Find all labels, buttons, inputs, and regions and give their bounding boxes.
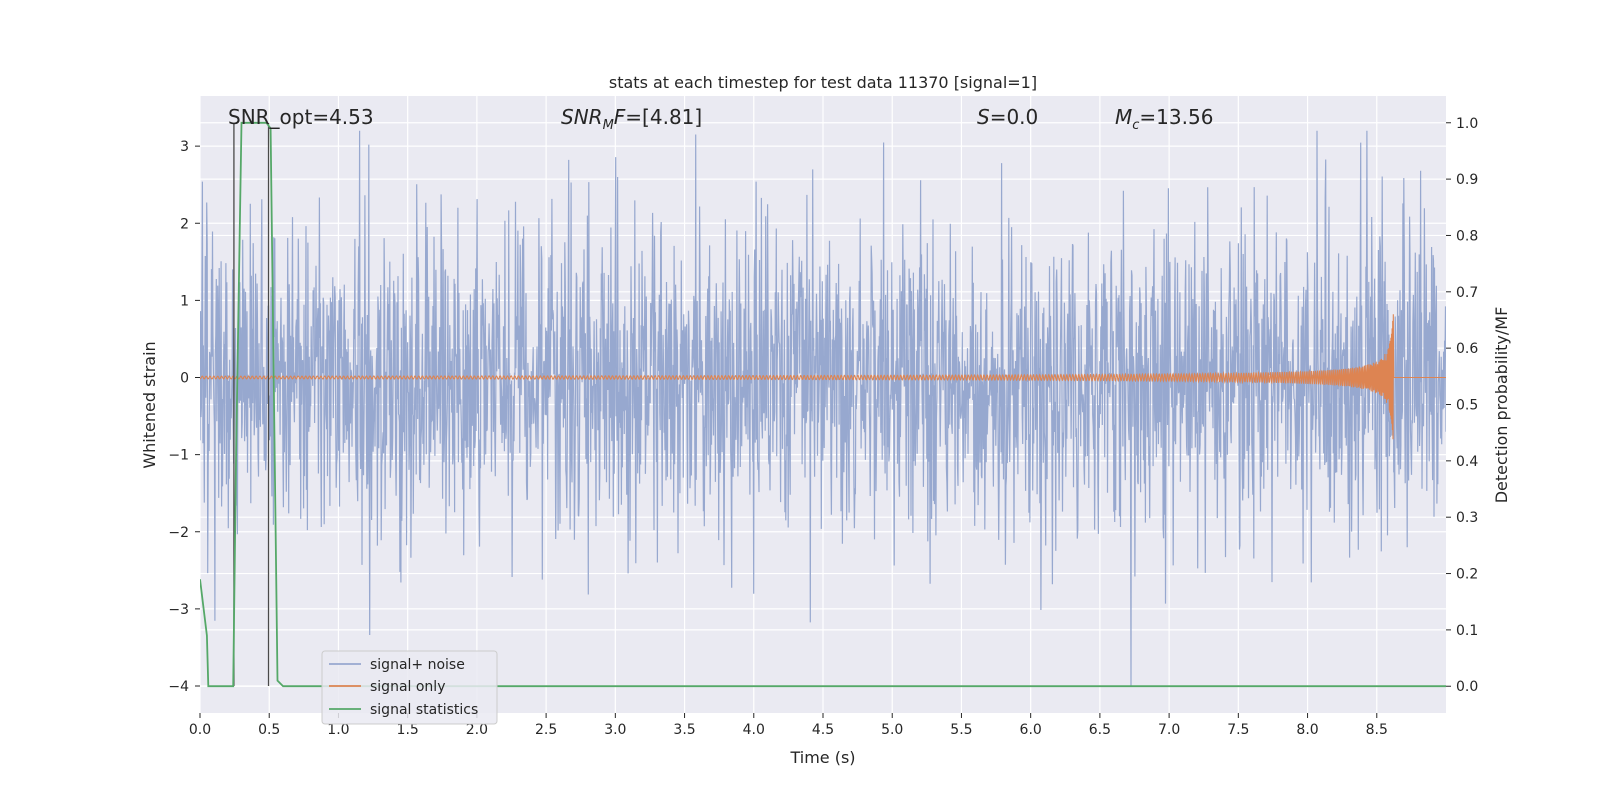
x-tick-label: 7.0 <box>1158 722 1180 738</box>
y-right-tick-label: 0.7 <box>1456 285 1478 301</box>
y-tick-label: 2 <box>180 216 189 232</box>
x-tick-label: 8.0 <box>1296 722 1318 738</box>
y-right-tick-label: 1.0 <box>1456 116 1478 132</box>
legend-item-signal-plus-noise: signal+ noise <box>329 657 465 673</box>
y-tick-label: 0 <box>180 371 189 387</box>
x-tick-label: 6.0 <box>1020 722 1042 738</box>
x-tick-label: 2.5 <box>535 722 557 738</box>
y-tick-label: 1 <box>180 293 189 309</box>
annotation-s-stat: S=0.0 <box>977 105 1038 129</box>
x-tick-label: 5.0 <box>881 722 903 738</box>
series-signal-statistics <box>200 121 1446 688</box>
y-right-axis-ticks: 1.0 0.9 0.8 0.7 0.6 0.5 0.4 0.3 0.2 0.1 0.0 <box>1446 116 1478 695</box>
y-right-tick-label: 0.2 <box>1456 567 1478 583</box>
x-tick-label: 4.0 <box>743 722 765 738</box>
x-tick-label: 0.0 <box>189 722 211 738</box>
y-right-tick-label: 0.9 <box>1456 172 1478 188</box>
x-tick-label: 0.5 <box>258 722 280 738</box>
y-axis-title: Whitened strain <box>140 341 159 468</box>
y-right-tick-label: 0.3 <box>1456 510 1478 526</box>
x-tick-label: 7.5 <box>1227 722 1249 738</box>
series-signal-only <box>200 314 1446 440</box>
x-axis-title: Time (s) <box>789 748 855 767</box>
y-tick-label: −4 <box>168 679 189 695</box>
series-signal-plus-noise <box>200 130 1446 686</box>
annotation-mc: Mc=13.56 <box>1115 105 1213 133</box>
y-right-tick-label: 0.8 <box>1456 228 1478 244</box>
legend-item-signal-only: signal only <box>329 679 445 695</box>
annotation-snr-mf: SNRMF=[4.81] <box>561 105 702 133</box>
annotation-snr-opt: SNR_opt=4.53 <box>228 105 374 129</box>
y-right-tick-label: 0.1 <box>1456 623 1478 639</box>
x-tick-label: 1.5 <box>397 722 419 738</box>
y-tick-label: −1 <box>168 448 189 464</box>
y-right-tick-label: 0.0 <box>1456 679 1478 695</box>
x-tick-label: 3.0 <box>604 722 626 738</box>
svg-text:signal statistics: signal statistics <box>370 702 478 718</box>
y-axis-ticks: 3 2 1 0 −1 −2 −3 −4 <box>168 139 200 695</box>
y-right-tick-label: 0.5 <box>1456 398 1478 414</box>
chart-title: stats at each timestep for test data 113… <box>609 73 1037 92</box>
y-tick-label: 3 <box>180 139 189 155</box>
x-tick-label: 8.5 <box>1366 722 1388 738</box>
x-tick-label: 1.0 <box>327 722 349 738</box>
x-tick-label: 3.5 <box>673 722 695 738</box>
y-tick-label: −3 <box>168 602 189 618</box>
y-tick-label: −2 <box>168 525 189 541</box>
x-axis-ticks: 0.0 0.5 1.0 1.5 2.0 2.5 3.0 3.5 4.0 4.5 5.0 5.5 6.0 6… <box>189 713 1388 738</box>
legend-item-signal-statistics: signal statistics <box>329 702 478 718</box>
legend: signal+ noise signal only signal statist… <box>321 650 498 725</box>
y-right-axis-title: Detection probability/MF <box>1492 307 1511 504</box>
svg-text:signal+ noise: signal+ noise <box>370 657 465 673</box>
y-right-tick-label: 0.6 <box>1456 341 1478 357</box>
x-tick-label: 4.5 <box>812 722 834 738</box>
annotations: SNR_opt=4.53 SNRMF=[4.81] S=0.0 Mc=13.56 <box>228 105 1213 133</box>
x-tick-label: 5.5 <box>950 722 972 738</box>
x-tick-label: 2.0 <box>466 722 488 738</box>
svg-text:signal only: signal only <box>370 679 445 695</box>
y-right-tick-label: 0.4 <box>1456 454 1478 470</box>
x-tick-label: 6.5 <box>1089 722 1111 738</box>
